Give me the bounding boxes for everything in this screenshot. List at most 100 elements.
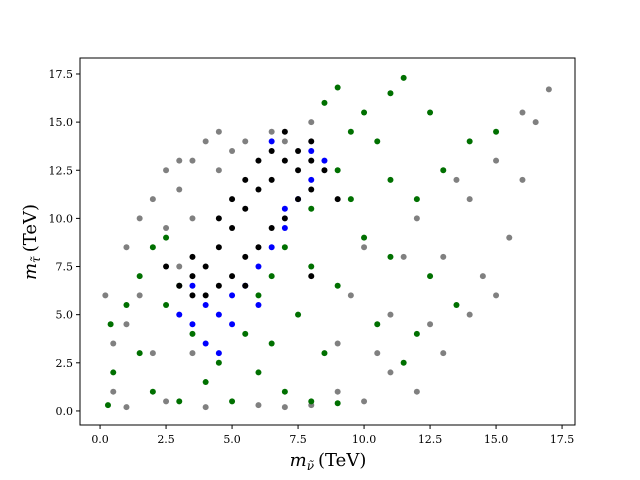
point: [242, 205, 249, 212]
point: [149, 350, 156, 357]
x-label-symbol: m: [290, 450, 307, 471]
point: [334, 388, 341, 395]
point: [189, 321, 196, 328]
point: [242, 176, 249, 183]
point: [242, 253, 249, 260]
point: [361, 234, 368, 241]
point: [321, 157, 328, 164]
y-label-subscript: τ̃: [29, 256, 43, 263]
point: [440, 167, 447, 174]
point: [189, 330, 196, 337]
point: [202, 404, 209, 411]
y-label-unit: (TeV): [20, 204, 41, 252]
point: [295, 196, 302, 203]
point: [215, 244, 222, 251]
point: [427, 273, 434, 280]
point: [268, 138, 275, 145]
point: [281, 215, 288, 222]
x-tick-label: 10.0: [352, 433, 377, 446]
point: [189, 273, 196, 280]
point: [479, 273, 486, 280]
y-tick-label: 17.5: [49, 68, 74, 81]
point: [374, 350, 381, 357]
point: [440, 350, 447, 357]
point: [334, 340, 341, 347]
point: [163, 225, 170, 232]
point: [427, 321, 434, 328]
y-label-symbol: m: [20, 263, 41, 280]
point: [215, 282, 222, 289]
point: [334, 167, 341, 174]
point: [281, 388, 288, 395]
point: [281, 205, 288, 212]
point: [123, 302, 130, 309]
point: [163, 263, 170, 270]
point: [189, 350, 196, 357]
point: [149, 388, 156, 395]
point: [466, 138, 473, 145]
point: [136, 350, 143, 357]
point: [229, 196, 236, 203]
point: [215, 311, 222, 318]
point: [400, 359, 407, 366]
point: [281, 128, 288, 135]
point: [308, 205, 315, 212]
point: [413, 388, 420, 395]
y-axis-label: mτ̃ (TeV): [20, 204, 43, 280]
point: [321, 167, 328, 174]
point: [268, 225, 275, 232]
point: [308, 119, 315, 126]
point: [519, 176, 526, 183]
point: [361, 109, 368, 116]
x-label-subscript: ν̃: [307, 459, 314, 473]
point: [374, 138, 381, 145]
point: [202, 379, 209, 386]
point: [453, 302, 460, 309]
point: [189, 157, 196, 164]
point: [136, 292, 143, 299]
point: [321, 350, 328, 357]
point: [136, 215, 143, 222]
point: [281, 404, 288, 411]
point: [229, 148, 236, 155]
point: [229, 398, 236, 405]
point: [215, 350, 222, 357]
point: [136, 273, 143, 280]
point: [308, 186, 315, 193]
point: [308, 273, 315, 280]
point: [255, 157, 262, 164]
x-tick-label: 7.5: [289, 433, 307, 446]
point: [163, 302, 170, 309]
point: [189, 292, 196, 299]
point: [413, 215, 420, 222]
point: [361, 398, 368, 405]
point: [374, 321, 381, 328]
point: [268, 244, 275, 251]
x-tick-label: 17.5: [550, 433, 575, 446]
point: [176, 186, 183, 193]
point: [189, 215, 196, 222]
point: [268, 176, 275, 183]
y-tick-label: 7.5: [56, 261, 74, 274]
point: [466, 196, 473, 203]
point: [255, 263, 262, 270]
point: [308, 138, 315, 145]
point: [532, 119, 539, 126]
y-tick-label: 5.0: [56, 309, 74, 322]
point: [387, 369, 394, 376]
point: [295, 148, 302, 155]
point: [176, 282, 183, 289]
point: [387, 90, 394, 97]
y-tick-label: 0.0: [56, 405, 74, 418]
point: [107, 321, 114, 328]
point: [413, 330, 420, 337]
point: [295, 167, 302, 174]
point: [242, 330, 249, 337]
point: [308, 148, 315, 155]
x-axis-label: mν̃ (TeV): [290, 450, 367, 473]
point: [519, 109, 526, 116]
point: [163, 234, 170, 241]
point: [281, 138, 288, 145]
x-tick-label: 12.5: [418, 433, 443, 446]
